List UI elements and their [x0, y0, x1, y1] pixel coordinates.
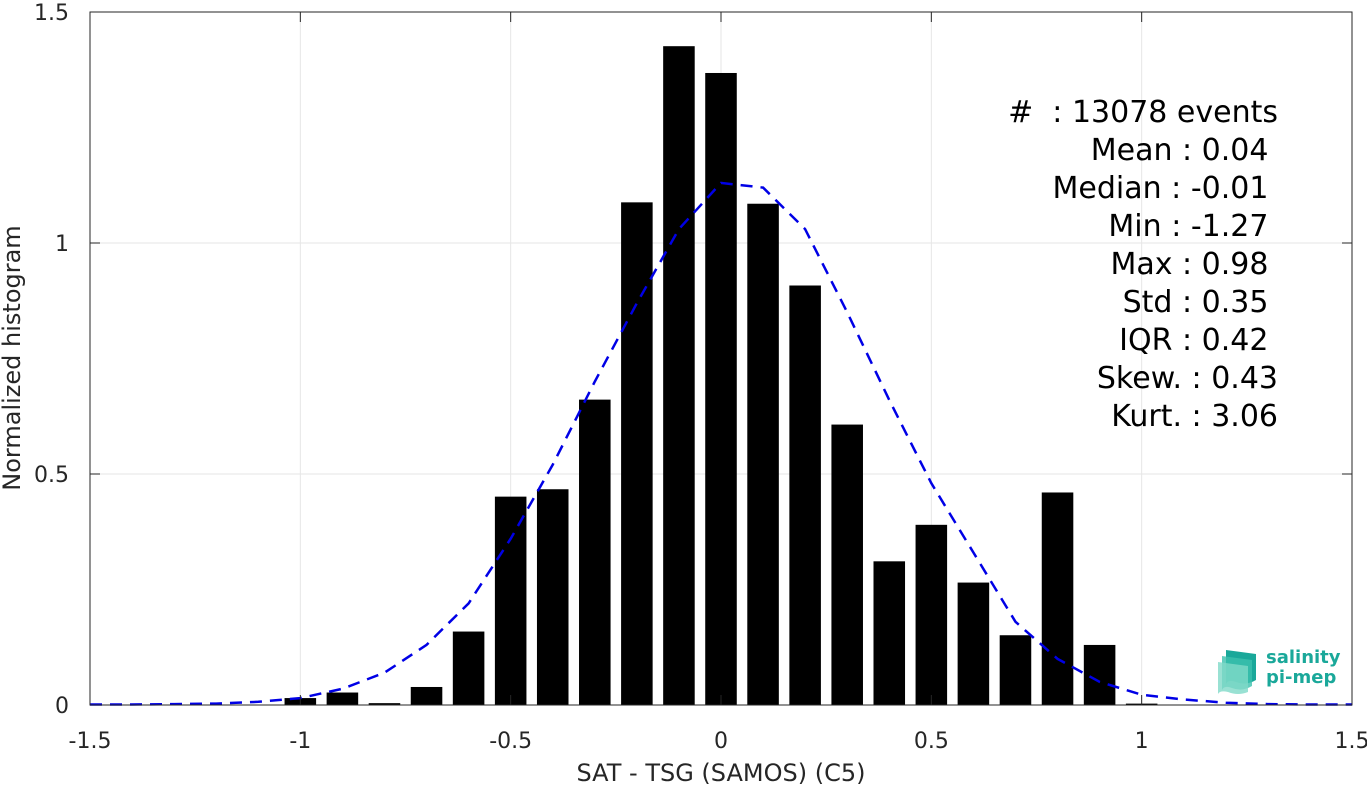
y-tick-label: 0 [55, 694, 69, 719]
salinity-pi-mep-logo: salinity pi-mep [1216, 646, 1346, 696]
stat-max: Max : 0.98 [1110, 247, 1278, 282]
histogram-bar [705, 72, 737, 705]
histogram-bar [368, 703, 401, 705]
histogram-bar [789, 285, 821, 705]
logo-waves-icon [1218, 650, 1256, 694]
histogram-bar [747, 203, 779, 706]
y-tick-label: 1 [55, 232, 69, 257]
histogram-bar [1041, 492, 1074, 705]
x-axis-label: SAT - TSG (SAMOS) (C5) [577, 759, 866, 785]
logo-line2: pi-mep [1266, 667, 1337, 688]
histogram-bar [326, 692, 359, 705]
histogram-bar [1083, 644, 1116, 705]
histogram-bar [410, 686, 443, 705]
stat-events: # : 13078 events [1008, 95, 1278, 130]
y-tick-label: 1.5 [34, 1, 69, 26]
y-tick-label: 0.5 [34, 463, 69, 488]
histogram-bar [831, 424, 863, 705]
histogram-bar [494, 496, 527, 705]
stat-min: Min : -1.27 [1108, 209, 1278, 244]
histogram-bar [915, 524, 948, 705]
bar-series [284, 46, 1158, 706]
histogram-bar [873, 561, 906, 705]
stat-std: Std : 0.35 [1122, 285, 1278, 320]
x-tick-label: -1.5 [69, 729, 112, 754]
x-tick-label: 1.5 [1335, 729, 1367, 754]
logo-text: salinity pi-mep [1266, 648, 1341, 688]
x-tick-label: 0.5 [914, 729, 949, 754]
histogram-bar [663, 46, 695, 706]
stat-skew: Skew. : 0.43 [1096, 361, 1278, 396]
logo-line1: salinity [1266, 647, 1341, 668]
x-tick-label: -0.5 [489, 729, 532, 754]
histogram-bar [621, 202, 653, 705]
axis-ticks: -1.5 -1 -0.5 0 0.5 1 1.5 0 0.5 1 1.5 [34, 1, 1367, 754]
histogram-bar [579, 399, 611, 705]
histogram-bar [999, 635, 1032, 705]
histogram-bar [536, 489, 569, 705]
stat-kurt: Kurt. : 3.06 [1111, 399, 1278, 434]
x-tick-label: 1 [1135, 729, 1149, 754]
stat-median: Median : -0.01 [1052, 171, 1278, 206]
stat-mean: Mean : 0.04 [1090, 133, 1278, 168]
x-tick-label: 0 [714, 729, 728, 754]
statistics-box: # : 13078 events Mean : 0.04 Median : -0… [1008, 94, 1278, 436]
histogram-bar [957, 582, 990, 705]
stat-iqr: IQR : 0.42 [1119, 323, 1278, 358]
histogram-bar [452, 631, 485, 705]
x-tick-label: -1 [289, 729, 311, 754]
y-axis-label: Normalized histogram [0, 225, 26, 490]
